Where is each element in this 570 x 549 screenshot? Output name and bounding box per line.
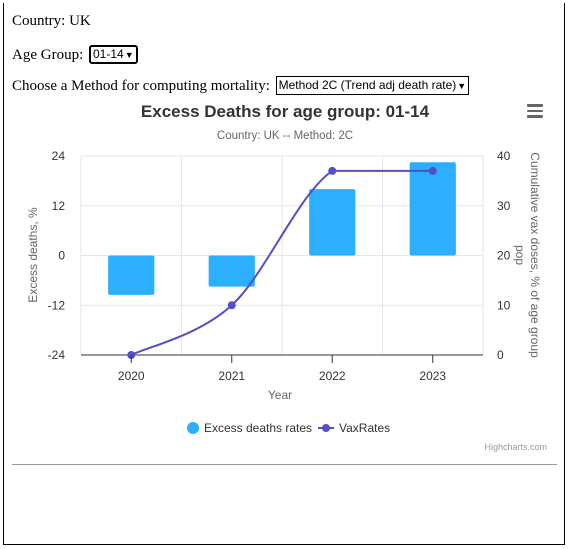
chart-title: Excess Deaths for age group: 01-14 [141, 102, 430, 121]
y-tick-label: 12 [52, 199, 66, 213]
age-group-value: 01-14 [93, 47, 124, 61]
bar-2021 [208, 255, 255, 287]
bar-2023 [409, 162, 456, 256]
legend-marker-excess-deaths [187, 422, 199, 434]
vaxrates-line [130, 169, 433, 356]
vaxrates-point-2022 [328, 166, 337, 175]
method-value: Method 2C (Trend adj death rate) [278, 78, 457, 92]
y-axis-ticks: 24 12 0 -12 -24 [48, 149, 66, 362]
y-tick-label: -12 [48, 298, 66, 312]
method-label: Choose a Method for computing mortality: [12, 78, 270, 94]
y-tick-label: 0 [58, 249, 65, 263]
y2-axis-title-line1: Cumulative vax doses, % of age group [528, 152, 542, 358]
x-tick-label: 2020 [118, 369, 145, 383]
bar-series [108, 162, 456, 295]
chart-subtitle: Country: UK -- Method: 2C [217, 130, 353, 142]
y2-tick-label: 30 [497, 199, 511, 213]
credits-link[interactable]: Highcharts.com [484, 442, 547, 452]
legend-label-vaxrates: VaxRates [339, 421, 390, 435]
legend-marker-vaxrates [322, 424, 330, 432]
divider [12, 464, 557, 465]
age-group-label: Age Group: [12, 47, 84, 63]
x-axis-ticks: 2020 2021 2022 2023 [118, 355, 446, 383]
y2-tick-label: 0 [497, 348, 504, 362]
chart-menu-icon[interactable] [527, 104, 543, 118]
y2-axis-ticks: 40 30 20 10 0 [497, 149, 511, 362]
excess-deaths-chart: Excess Deaths for age group: 01-14 Count… [26, 102, 547, 452]
gridlines [80, 155, 484, 356]
age-group-select[interactable]: 01-14▼ [89, 45, 138, 64]
country-label: Country: UK [12, 13, 91, 29]
y2-tick-label: 10 [497, 298, 511, 312]
age-group-row: Age Group: 01-14▼ [12, 45, 138, 64]
method-row: Choose a Method for computing mortality:… [12, 76, 470, 95]
y2-axis-title-line2: pop [513, 245, 527, 265]
chevron-down-icon: ▼ [457, 81, 467, 91]
chevron-down-icon: ▼ [124, 50, 134, 60]
vaxrates-point-2023 [428, 166, 437, 175]
y2-tick-label: 40 [497, 149, 511, 163]
vaxrates-point-2021 [227, 301, 236, 310]
legend-label-excess-deaths: Excess deaths rates [204, 421, 312, 435]
x-tick-label: 2022 [319, 369, 346, 383]
bar-2020 [108, 255, 155, 295]
y-tick-label: -24 [48, 348, 66, 362]
y2-tick-label: 20 [497, 249, 511, 263]
y-axis-title: Excess deaths, % [26, 207, 40, 303]
x-tick-label: 2023 [419, 369, 446, 383]
x-axis-title: Year [268, 388, 292, 402]
method-select[interactable]: Method 2C (Trend adj death rate)▼ [275, 76, 470, 95]
page-frame [3, 3, 565, 545]
legend: Excess deaths rates VaxRates [187, 421, 390, 435]
x-tick-label: 2021 [218, 369, 245, 383]
bar-2022 [309, 189, 356, 256]
line-series [127, 166, 437, 359]
y-tick-label: 24 [52, 149, 66, 163]
